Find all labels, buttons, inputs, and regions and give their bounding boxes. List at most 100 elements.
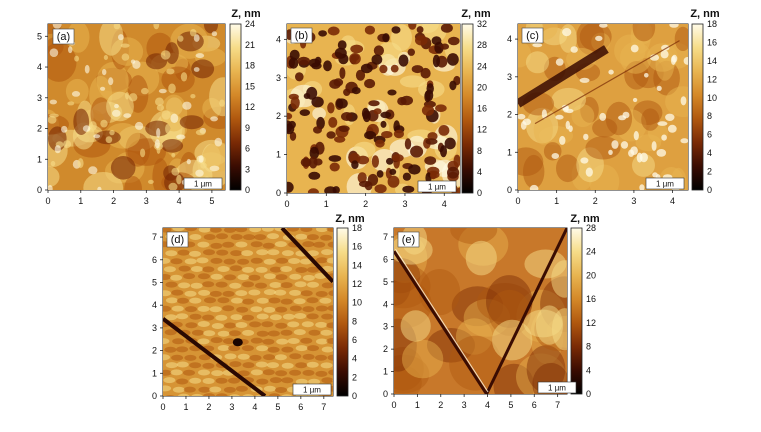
colorbar-tick-label: 3 bbox=[245, 164, 250, 174]
y-tick-label: 1 bbox=[37, 154, 42, 164]
y-tick-label: 5 bbox=[152, 278, 157, 288]
y-tick-label: 3 bbox=[152, 323, 157, 333]
y-tick-label: 1 bbox=[507, 147, 512, 157]
x-tick-label: 5 bbox=[209, 196, 214, 206]
panel-e-yticks: 0 1 2 3 4 5 6 7 bbox=[383, 232, 394, 399]
panel-d-label-box bbox=[166, 231, 189, 248]
colorbar-tick-label: 4 bbox=[586, 365, 591, 375]
y-tick-label: 5 bbox=[37, 31, 42, 41]
colorbar-tick-label: 8 bbox=[477, 146, 482, 156]
y-tick-label: 2 bbox=[507, 110, 512, 120]
colorbar-tick-label: 9 bbox=[245, 123, 250, 133]
x-tick-label: 1 bbox=[415, 400, 420, 410]
x-tick-label: 7 bbox=[555, 400, 560, 410]
x-tick-label: 6 bbox=[532, 400, 537, 410]
panel-e-cbticks: 0 4 8 12 16 20 24 28 bbox=[586, 223, 596, 399]
colorbar-tick-label: 28 bbox=[586, 223, 596, 233]
x-tick-label: 6 bbox=[298, 402, 303, 412]
panel-e-scalebar-box bbox=[537, 381, 577, 394]
colorbar-tick-label: 12 bbox=[586, 318, 596, 328]
y-tick-label: 6 bbox=[152, 255, 157, 265]
panel-a-scalebar-box bbox=[183, 177, 223, 190]
colorbar-tick-label: 4 bbox=[707, 148, 712, 158]
x-tick-label: 5 bbox=[508, 400, 513, 410]
x-tick-label: 0 bbox=[284, 199, 289, 209]
panel-d-scalebar-box bbox=[292, 383, 332, 396]
panel-c-yticks: 0 1 2 3 4 bbox=[507, 34, 518, 195]
x-tick-label: 0 bbox=[391, 400, 396, 410]
x-tick-label: 3 bbox=[144, 196, 149, 206]
x-tick-label: 3 bbox=[462, 400, 467, 410]
y-tick-label: 0 bbox=[152, 391, 157, 401]
x-tick-label: 3 bbox=[229, 402, 234, 412]
colorbar-tick-label: 14 bbox=[707, 56, 717, 66]
panel-d-colorbar bbox=[336, 227, 349, 397]
y-tick-label: 2 bbox=[383, 344, 388, 354]
panel-e-image bbox=[394, 228, 567, 394]
y-tick-label: 0 bbox=[507, 185, 512, 195]
colorbar-tick-label: 0 bbox=[352, 391, 357, 401]
panel-a-label-box bbox=[52, 28, 75, 45]
panel-d-scalebar: 1 µm bbox=[303, 386, 321, 395]
x-tick-label: 4 bbox=[252, 402, 257, 412]
panel-c-colorbar bbox=[691, 23, 704, 191]
colorbar-tick-label: 32 bbox=[477, 19, 487, 29]
panel-c-image bbox=[518, 24, 688, 190]
x-tick-label: 3 bbox=[402, 199, 407, 209]
panel-d-xticks: 0 1 2 3 4 5 6 7 bbox=[160, 396, 326, 412]
colorbar-tick-label: 18 bbox=[245, 61, 255, 71]
colorbar-tick-label: 16 bbox=[586, 294, 596, 304]
colorbar-tick-label: 0 bbox=[707, 185, 712, 195]
y-tick-label: 2 bbox=[276, 111, 281, 121]
panel-a-colorbar bbox=[229, 23, 242, 191]
x-tick-label: 1 bbox=[183, 402, 188, 412]
colorbar-tick-label: 16 bbox=[352, 242, 362, 252]
panel-d-yticks: 0 1 2 3 4 5 6 7 bbox=[152, 232, 163, 401]
x-tick-label: 4 bbox=[670, 196, 675, 206]
y-tick-label: 3 bbox=[507, 72, 512, 82]
panel-b-image bbox=[287, 24, 460, 193]
y-tick-label: 3 bbox=[37, 93, 42, 103]
x-tick-label: 1 bbox=[78, 196, 83, 206]
panel-d-cbticks: 0 2 4 6 8 10 12 14 16 18 bbox=[352, 223, 362, 401]
y-tick-label: 1 bbox=[276, 150, 281, 160]
panel-b-unit: Z, nm bbox=[461, 8, 491, 20]
colorbar-tick-label: 8 bbox=[586, 342, 591, 352]
y-tick-label: 4 bbox=[507, 34, 512, 44]
colorbar-tick-label: 12 bbox=[477, 125, 487, 135]
colorbar-tick-label: 12 bbox=[352, 279, 362, 289]
panel-c-scalebar-box bbox=[645, 177, 685, 190]
y-tick-label: 3 bbox=[276, 73, 281, 83]
y-tick-label: 6 bbox=[383, 254, 388, 264]
colorbar-tick-label: 28 bbox=[477, 40, 487, 50]
colorbar-tick-label: 6 bbox=[707, 130, 712, 140]
panel-a-image bbox=[48, 24, 225, 190]
x-tick-label: 2 bbox=[363, 199, 368, 209]
panel-c-label: (c) bbox=[526, 30, 539, 42]
x-tick-label: 4 bbox=[177, 196, 182, 206]
panel-c-label-box bbox=[521, 27, 544, 44]
y-tick-label: 4 bbox=[383, 299, 388, 309]
x-tick-label: 2 bbox=[593, 196, 598, 206]
colorbar-tick-label: 20 bbox=[477, 82, 487, 92]
panel-c-scalebar: 1 µm bbox=[656, 180, 674, 189]
colorbar-tick-label: 24 bbox=[477, 61, 487, 71]
colorbar-tick-label: 4 bbox=[352, 354, 357, 364]
colorbar-tick-label: 8 bbox=[707, 111, 712, 121]
colorbar-tick-label: 10 bbox=[352, 298, 362, 308]
panel-a-scalebar: 1 µm bbox=[194, 180, 212, 189]
y-tick-label: 0 bbox=[37, 185, 42, 195]
colorbar-tick-label: 2 bbox=[352, 372, 357, 382]
y-tick-label: 4 bbox=[152, 300, 157, 310]
colorbar-tick-label: 14 bbox=[352, 260, 362, 270]
colorbar-tick-label: 12 bbox=[245, 102, 255, 112]
panel-d-image bbox=[163, 228, 333, 396]
x-tick-label: 0 bbox=[160, 402, 165, 412]
y-tick-label: 7 bbox=[152, 232, 157, 242]
y-tick-label: 7 bbox=[383, 232, 388, 242]
y-tick-label: 1 bbox=[152, 368, 157, 378]
panel-a-xticks: 0 1 2 3 4 5 bbox=[45, 190, 214, 206]
